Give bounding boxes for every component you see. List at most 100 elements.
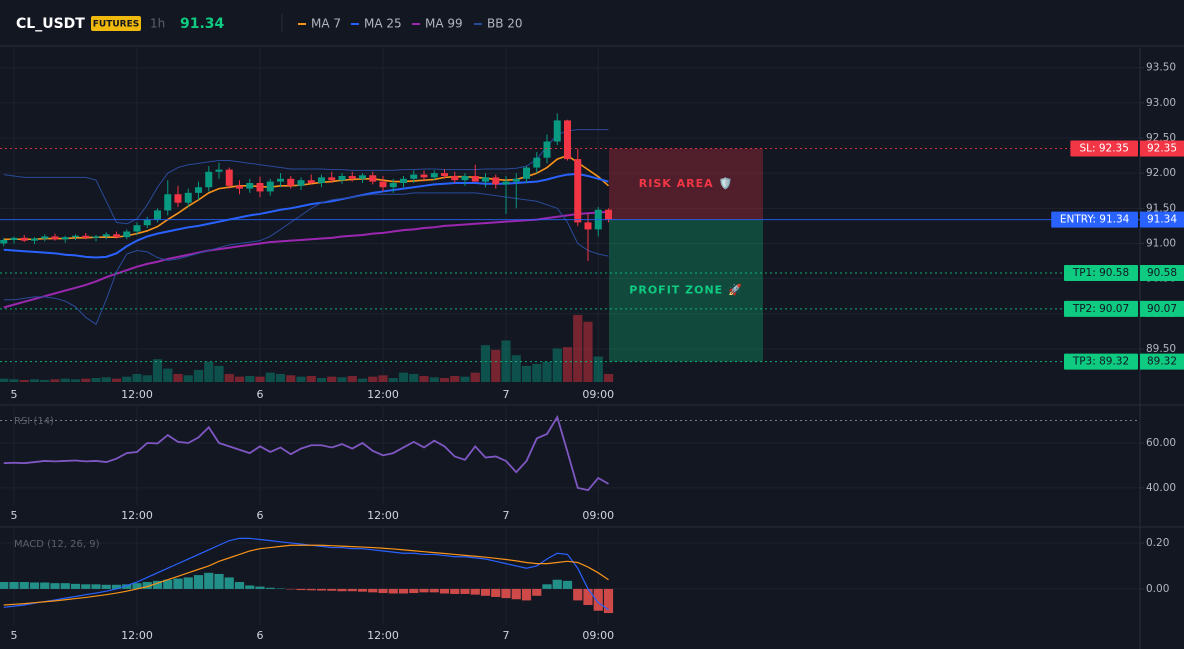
- candle-body: [410, 174, 418, 179]
- macd-histogram-bar: [316, 588, 327, 591]
- volume-bar: [603, 373, 614, 382]
- volume-bar: [286, 375, 296, 382]
- volume-bar: [439, 377, 450, 382]
- macd-histogram-bar: [573, 588, 583, 601]
- candle-body: [133, 225, 141, 232]
- volume-bar: [101, 377, 111, 382]
- volume-bar: [542, 361, 552, 382]
- volume-bar: [480, 345, 491, 382]
- candle-body: [543, 141, 551, 158]
- macd-histogram-bar: [0, 582, 9, 589]
- macd-histogram-bar: [347, 588, 357, 592]
- badge-bg: [91, 16, 141, 31]
- volume-bar: [19, 379, 29, 382]
- volume-bar: [214, 365, 224, 382]
- candle-body: [451, 175, 459, 181]
- candle-body: [20, 237, 28, 241]
- x-tick-label: 6: [257, 629, 264, 642]
- y-tick-label: 89.50: [1146, 343, 1176, 355]
- order-price-bg: [1140, 265, 1184, 282]
- volume-bar: [419, 375, 429, 382]
- x-tick-label: 12:00: [367, 629, 399, 642]
- candle-body: [195, 187, 202, 193]
- volume-bar: [583, 321, 593, 382]
- candle-body: [307, 180, 315, 184]
- order-label-bg: [1064, 300, 1138, 317]
- x-tick-label: 12:00: [121, 388, 153, 401]
- x-tick-label: 7: [503, 388, 510, 401]
- macd-histogram-bar: [265, 587, 275, 589]
- candle-body: [225, 169, 233, 186]
- macd-histogram-bar: [70, 583, 81, 589]
- volume-bar: [347, 375, 357, 382]
- macd-histogram-bar: [327, 588, 337, 591]
- macd-histogram-bar: [409, 588, 419, 594]
- order-label: TP3: 89.32: [1072, 356, 1129, 368]
- candle-body: [154, 210, 161, 220]
- candle-body: [113, 234, 120, 238]
- volume-bar: [532, 363, 542, 382]
- x-tick-label: 6: [257, 388, 264, 401]
- x-tick-label: 12:00: [121, 509, 153, 522]
- macd-histogram-bar: [111, 584, 122, 589]
- candle-body: [51, 236, 59, 240]
- macd-histogram-bar: [470, 588, 480, 595]
- candle-body: [574, 159, 582, 223]
- order-price-bg: [1140, 140, 1184, 157]
- candle-body: [400, 178, 407, 184]
- macd-histogram-bar: [562, 580, 573, 589]
- volume-bar: [255, 376, 265, 382]
- volume-bar: [163, 368, 173, 382]
- macd-histogram-bar: [50, 583, 60, 589]
- volume-bar: [573, 315, 583, 382]
- candle-body: [287, 178, 295, 186]
- volume-bar: [398, 372, 409, 382]
- candle-body: [338, 175, 346, 181]
- volume-bar: [50, 379, 60, 382]
- candle-body: [441, 173, 448, 176]
- volume-bar: [111, 378, 122, 382]
- y-tick-label: 93.50: [1146, 62, 1176, 74]
- order-price-bg: [1140, 211, 1184, 228]
- data-layer: [0, 113, 614, 614]
- volume-bar: [368, 376, 378, 382]
- macd-histogram-bar: [306, 588, 316, 591]
- candle-body: [420, 174, 428, 178]
- y-tick-label: 93.00: [1146, 97, 1176, 109]
- volume-bar: [265, 372, 275, 382]
- volume-bar: [327, 376, 337, 382]
- volume-bar: [91, 377, 101, 382]
- x-tick-label: 5: [11, 629, 18, 642]
- macd-histogram-bar: [388, 588, 398, 594]
- zone-label: PROFIT ZONE 🚀: [629, 284, 742, 297]
- order-price-bg: [1140, 353, 1184, 370]
- ma-line: [3, 210, 609, 309]
- candle-body: [533, 157, 541, 168]
- x-tick-label: 12:00: [367, 388, 399, 401]
- macd-histogram-bar: [152, 580, 163, 589]
- candle-body: [164, 194, 172, 211]
- macd-histogram-bar: [511, 588, 521, 600]
- legend-label: BB 20: [487, 17, 523, 31]
- macd-histogram-bar: [583, 588, 593, 606]
- macd-histogram-bar: [368, 588, 378, 593]
- macd-histogram-bar: [521, 588, 532, 601]
- macd-histogram-bar: [173, 578, 183, 589]
- x-tick-label: 6: [257, 509, 264, 522]
- interval: 1h: [150, 17, 165, 31]
- candle-body: [205, 171, 213, 188]
- volume-bar: [296, 376, 306, 382]
- pane-title: MACD (12, 26, 9): [14, 539, 100, 550]
- volume-bar: [81, 378, 91, 382]
- candle-body: [277, 178, 284, 182]
- macd-histogram-bar: [532, 588, 542, 596]
- candle-body: [297, 180, 305, 186]
- candle-body: [461, 175, 469, 181]
- macd-histogram-bar: [163, 579, 173, 589]
- macd-histogram-bar: [439, 588, 450, 594]
- order-price: 90.58: [1147, 267, 1177, 279]
- macd-histogram-bar: [9, 582, 19, 589]
- macd-histogram-bar: [357, 588, 368, 592]
